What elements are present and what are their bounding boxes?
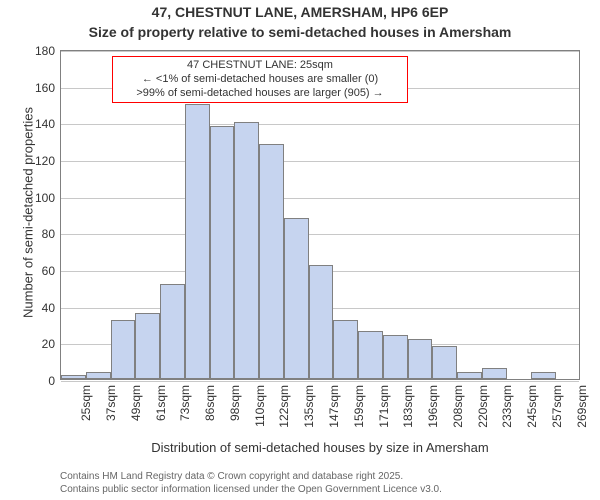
x-tick-label: 49sqm [129,385,143,435]
x-tick-label: 110sqm [253,385,267,435]
bar [259,144,284,379]
x-tick-label: 86sqm [203,385,217,435]
x-tick-label: 61sqm [154,385,168,435]
x-tick-label: 245sqm [525,385,539,435]
y-tick-label: 120 [35,154,55,168]
bar [482,368,507,379]
bar [531,372,556,379]
y-tick-label: 100 [35,191,55,205]
x-tick-label: 98sqm [228,385,242,435]
bar [432,346,457,379]
attribution-line2: Contains public sector information licen… [60,483,580,496]
x-tick-label: 171sqm [377,385,391,435]
bar [160,284,185,379]
chart-title-line2: Size of property relative to semi-detach… [0,24,600,40]
bar [86,372,111,379]
bar [61,375,86,379]
x-tick-label: 257sqm [550,385,564,435]
bar [234,122,259,379]
bar [309,265,334,379]
bar [408,339,433,379]
x-tick-label: 220sqm [476,385,490,435]
y-tick-label: 60 [42,264,55,278]
gridline [61,161,579,162]
x-tick-label: 147sqm [327,385,341,435]
y-axis-label: Number of semi-detached properties [21,93,36,333]
x-tick-label: 269sqm [575,385,589,435]
x-tick-label: 183sqm [401,385,415,435]
gridline [61,381,579,382]
bar [210,126,235,379]
x-tick-label: 25sqm [79,385,93,435]
bar [185,104,210,379]
bar [135,313,160,379]
x-tick-label: 196sqm [426,385,440,435]
bar [333,320,358,379]
chart-title-line1: 47, CHESTNUT LANE, AMERSHAM, HP6 6EP [0,4,600,20]
x-tick-label: 73sqm [178,385,192,435]
attribution-line1: Contains HM Land Registry data © Crown c… [60,470,580,483]
bar [383,335,408,379]
bar [284,218,309,379]
y-tick-label: 160 [35,81,55,95]
x-tick-label: 159sqm [352,385,366,435]
attribution: Contains HM Land Registry data © Crown c… [60,470,580,496]
gridline [61,234,579,235]
gridline [61,198,579,199]
callout-box: 47 CHESTNUT LANE: 25sqm ← <1% of semi-de… [112,56,408,103]
x-tick-label: 208sqm [451,385,465,435]
chart-container: { "title_line1": "47, CHESTNUT LANE, AME… [0,0,600,500]
y-tick-label: 80 [42,227,55,241]
x-tick-label: 37sqm [104,385,118,435]
bar [457,372,482,379]
y-tick-label: 180 [35,44,55,58]
bar [111,320,136,379]
x-tick-label: 122sqm [277,385,291,435]
gridline [61,51,579,52]
y-tick-label: 0 [48,374,55,388]
y-tick-label: 140 [35,117,55,131]
bar [358,331,383,379]
x-tick-label: 135sqm [302,385,316,435]
y-tick-label: 40 [42,301,55,315]
gridline [61,124,579,125]
x-axis-label: Distribution of semi-detached houses by … [60,440,580,455]
y-tick-label: 20 [42,337,55,351]
x-tick-label: 233sqm [500,385,514,435]
callout-line1: 47 CHESTNUT LANE: 25sqm [119,59,401,73]
callout-line2: ← <1% of semi-detached houses are smalle… [119,73,401,87]
callout-line3: >99% of semi-detached houses are larger … [119,87,401,101]
